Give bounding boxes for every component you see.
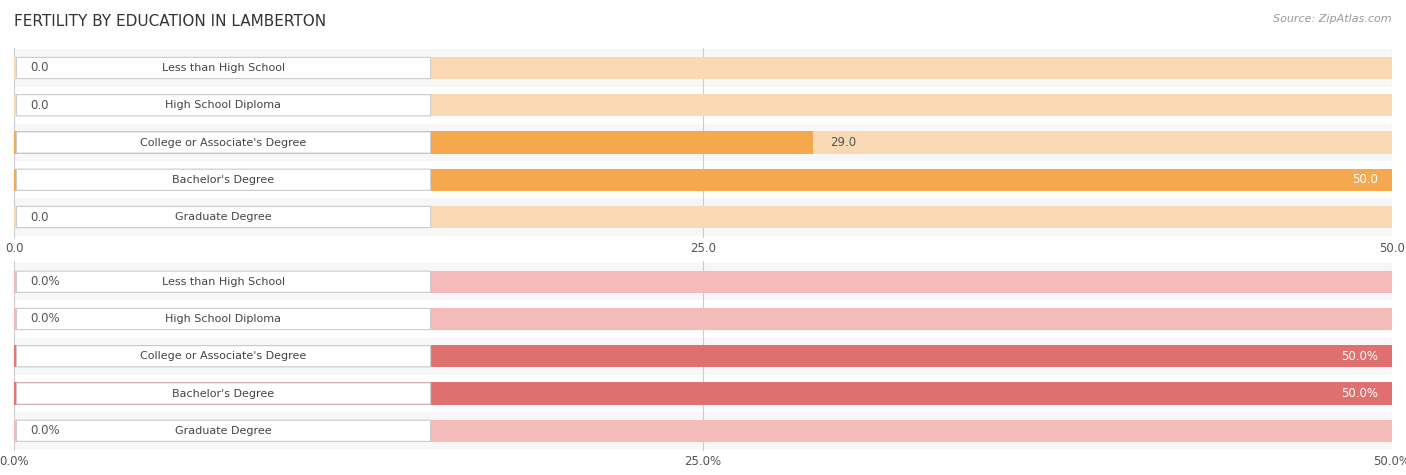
FancyBboxPatch shape [17,57,430,78]
Bar [14,206,1392,228]
Bar [14,382,1392,405]
Bar [14,169,1392,191]
Text: High School Diploma: High School Diploma [166,100,281,110]
Text: High School Diploma: High School Diploma [166,314,281,324]
Bar [14,86,1392,124]
Text: FERTILITY BY EDUCATION IN LAMBERTON: FERTILITY BY EDUCATION IN LAMBERTON [14,14,326,29]
Text: Graduate Degree: Graduate Degree [176,426,271,436]
Bar [14,300,1392,338]
Bar [14,199,1392,236]
Text: Bachelor's Degree: Bachelor's Degree [173,389,274,399]
FancyBboxPatch shape [17,308,430,330]
Text: 0.0: 0.0 [31,210,49,224]
Bar [14,263,1392,300]
Bar [14,345,1392,368]
Text: College or Associate's Degree: College or Associate's Degree [141,137,307,148]
Text: Less than High School: Less than High School [162,277,285,287]
Text: 0.0: 0.0 [31,99,49,112]
Bar [14,94,1392,116]
Text: 50.0%: 50.0% [1341,387,1378,400]
Bar [14,161,1392,199]
Bar [14,412,1392,449]
Bar [14,131,813,154]
Text: 0.0%: 0.0% [31,424,60,437]
Bar [14,345,1392,368]
FancyBboxPatch shape [17,346,430,367]
FancyBboxPatch shape [17,420,430,441]
FancyBboxPatch shape [17,95,430,116]
Text: Source: ZipAtlas.com: Source: ZipAtlas.com [1274,14,1392,24]
Bar [14,57,1392,79]
Text: 50.0: 50.0 [1353,173,1378,186]
Text: 0.0%: 0.0% [31,313,60,325]
Bar [14,124,1392,161]
Bar [14,49,1392,86]
Bar [14,375,1392,412]
Text: Less than High School: Less than High School [162,63,285,73]
FancyBboxPatch shape [17,169,430,190]
Bar [14,169,1392,191]
Text: 29.0: 29.0 [830,136,856,149]
Bar [14,419,1392,442]
Text: Bachelor's Degree: Bachelor's Degree [173,175,274,185]
Text: 0.0%: 0.0% [31,275,60,288]
Text: 50.0%: 50.0% [1341,350,1378,363]
Text: College or Associate's Degree: College or Associate's Degree [141,351,307,361]
FancyBboxPatch shape [17,383,430,404]
FancyBboxPatch shape [17,207,430,228]
FancyBboxPatch shape [17,132,430,153]
Text: 0.0: 0.0 [31,61,49,75]
FancyBboxPatch shape [17,271,430,292]
Bar [14,271,1392,293]
Bar [14,338,1392,375]
Bar [14,382,1392,405]
Text: Graduate Degree: Graduate Degree [176,212,271,222]
Bar [14,131,1392,154]
Bar [14,308,1392,330]
